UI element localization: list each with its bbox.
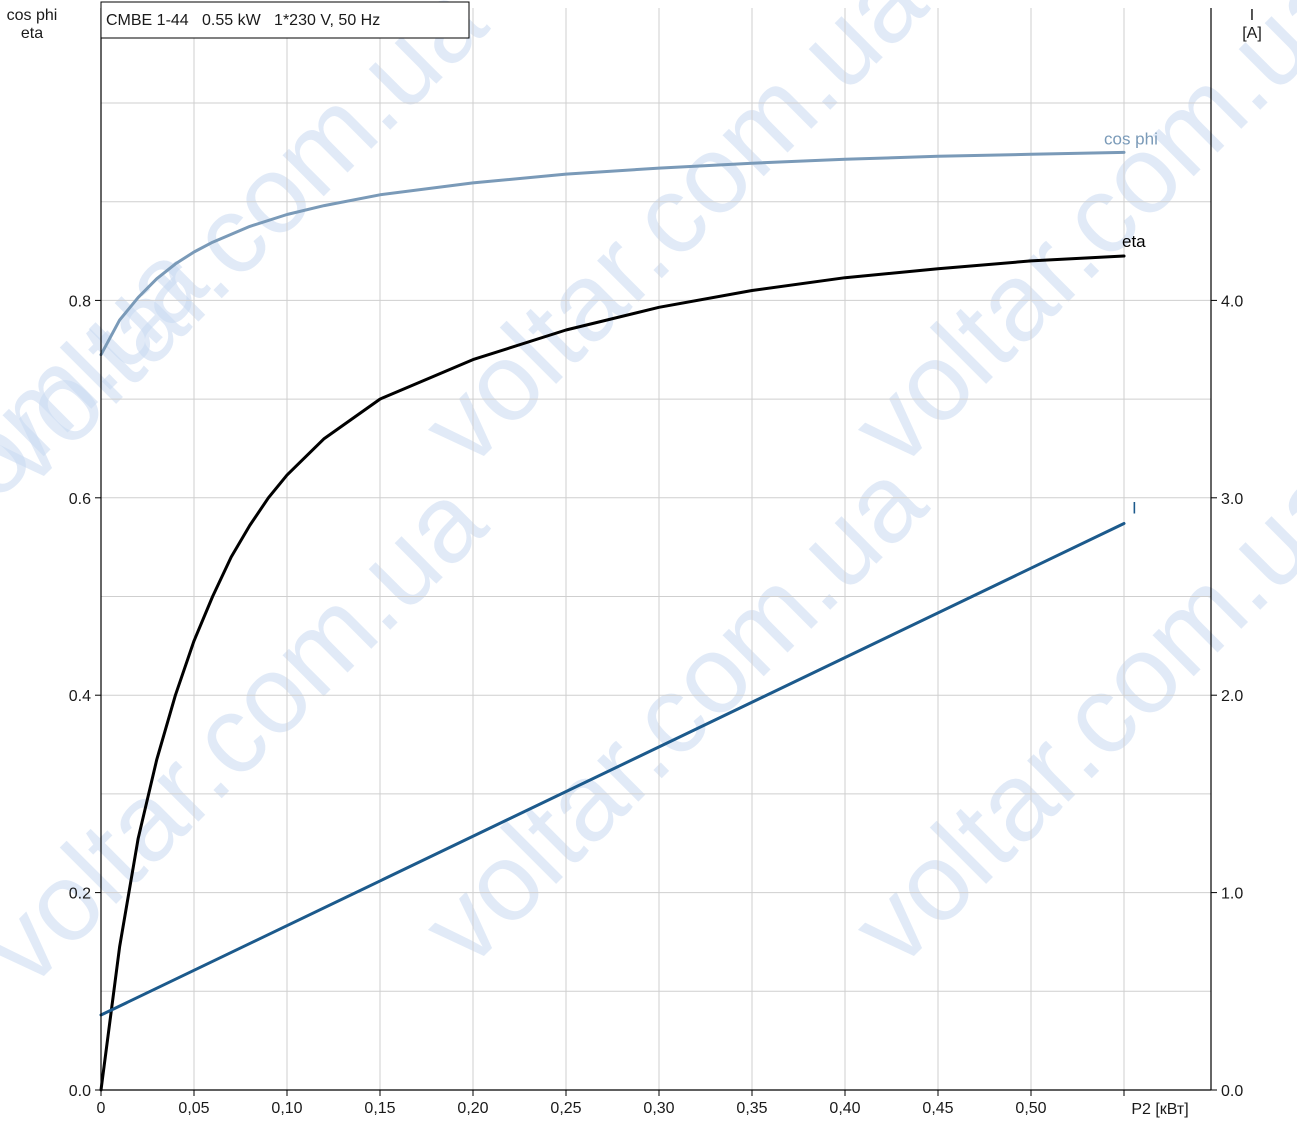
x-tick-label: 0 (97, 1100, 106, 1117)
x-tick-label: 0,30 (643, 1100, 674, 1117)
y-right-tick-label: 2.0 (1221, 688, 1243, 705)
x-tick-label: 0,20 (457, 1100, 488, 1117)
y-left-tick-label: 0.8 (69, 293, 91, 310)
x-tick-label: 0,05 (178, 1100, 209, 1117)
x-axis-title: P2 [кВт] (1131, 1101, 1188, 1118)
chart-title-box: CMBE 1-44 0.55 kW 1*230 V, 50 Hz (101, 2, 469, 38)
y-left-tick-label: 0.2 (69, 886, 91, 903)
left-axis-title-line1: cos phi (7, 7, 58, 24)
watermark: voltar.com.uavoltar.com.uavoltar.com.uav… (0, 0, 1297, 1008)
x-tick-label: 0,50 (1015, 1100, 1046, 1117)
x-tick-label: 0,40 (829, 1100, 860, 1117)
y-left-tick-label: 0.0 (69, 1083, 91, 1100)
chart-title: CMBE 1-44 0.55 kW 1*230 V, 50 Hz (106, 12, 380, 29)
y-left-tick-label: 0.4 (69, 688, 91, 705)
x-tick-label: 0,35 (736, 1100, 767, 1117)
right-axis-title-line1: I (1250, 7, 1254, 24)
right-axis-title-line2: [A] (1242, 25, 1262, 42)
series-label-eta: eta (1122, 232, 1146, 251)
y-left-tick-label: 0.6 (69, 491, 91, 508)
y-right-tick-label: 3.0 (1221, 491, 1243, 508)
left-axis-title-line2: eta (21, 25, 43, 42)
x-tick-label: 0,15 (364, 1100, 395, 1117)
x-tick-label: 0,10 (271, 1100, 302, 1117)
series-label-i: I (1132, 498, 1137, 517)
x-tick-label: 0,45 (922, 1100, 953, 1117)
y-right-tick-label: 4.0 (1221, 293, 1243, 310)
x-tick-label: 0,25 (550, 1100, 581, 1117)
y-right-tick-label: 1.0 (1221, 886, 1243, 903)
series-label-cos-phi: cos phi (1104, 129, 1158, 148)
y-right-tick-label: 0.0 (1221, 1083, 1243, 1100)
